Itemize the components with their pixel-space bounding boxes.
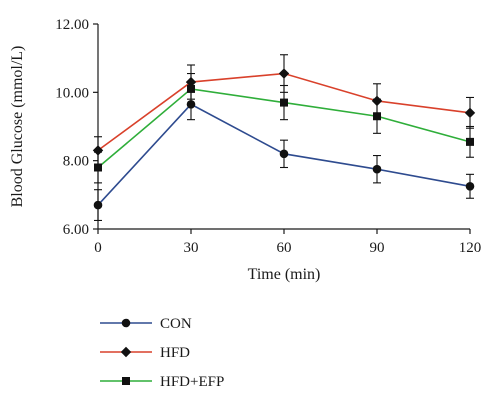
data-point xyxy=(187,84,195,93)
legend-item: HFD xyxy=(100,345,190,361)
data-point xyxy=(279,149,289,159)
y-tick-label: 6.00 xyxy=(63,222,89,238)
axes: 6.00 8.00 10.00 12.00 0 30 60 90 120 xyxy=(55,17,481,256)
legend-marker xyxy=(121,318,131,328)
data-point xyxy=(278,68,290,79)
data-point xyxy=(280,98,288,107)
legend-item: CON xyxy=(100,316,192,332)
y-tick-label: 12.00 xyxy=(55,17,89,33)
x-axis-title: Time (min) xyxy=(248,266,321,283)
y-tick-label: 10.00 xyxy=(55,85,89,101)
x-tick-label: 90 xyxy=(370,240,385,256)
data-point xyxy=(373,112,381,121)
legend: CON HFD HFD+EFP xyxy=(100,316,224,390)
data-point xyxy=(466,137,474,146)
data-point xyxy=(94,163,102,172)
x-tick-label: 0 xyxy=(94,240,102,256)
legend-label: HFD xyxy=(160,345,190,361)
y-tick-label: 8.00 xyxy=(63,154,89,170)
data-point xyxy=(372,164,382,174)
x-tick-label: 120 xyxy=(459,240,482,256)
legend-label: HFD+EFP xyxy=(160,374,224,390)
data-point xyxy=(92,145,104,156)
x-tick-label: 60 xyxy=(277,240,292,256)
series-hfd-efp xyxy=(94,72,474,184)
legend-label: CON xyxy=(160,316,192,332)
series-layer xyxy=(92,54,476,222)
legend-marker xyxy=(120,346,132,358)
legend-item: HFD+EFP xyxy=(100,374,224,390)
data-point xyxy=(93,200,103,210)
legend-marker xyxy=(122,377,130,385)
labels-layer: Time (min) Blood Glucose (mmol/L) xyxy=(9,46,320,283)
y-axis-title: Blood Glucose (mmol/L) xyxy=(9,46,26,208)
data-point xyxy=(465,181,475,191)
data-point xyxy=(464,107,476,119)
x-tick-label: 30 xyxy=(184,240,199,256)
